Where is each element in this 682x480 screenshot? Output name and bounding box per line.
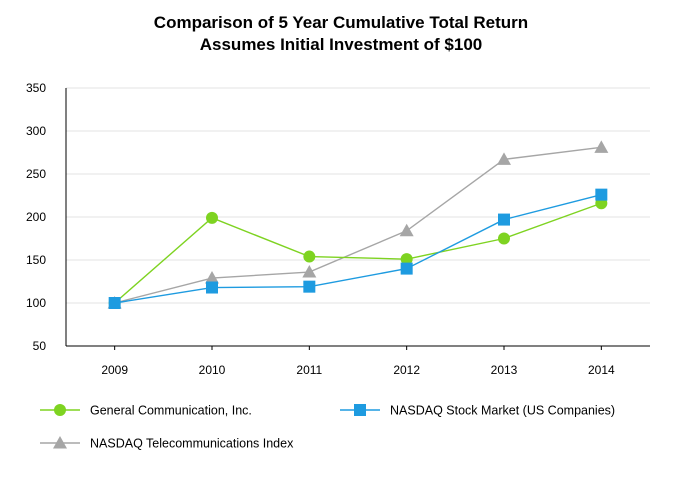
data-point [498,213,510,226]
legend-label: NASDAQ Stock Market (US Companies) [390,404,615,418]
data-point [302,265,317,278]
y-tick-label: 50 [33,339,47,353]
x-tick-labels: 2009 2010 2011 2012 2013 2014 [101,363,615,377]
data-point [303,250,316,263]
data-point [303,280,316,293]
y-tick-label: 250 [26,167,46,181]
data-point [497,152,511,165]
data-point [108,297,121,309]
legend: General Communication, Inc. NASDAQ Stock … [40,404,615,451]
data-point [400,262,413,275]
x-tick-label: 2011 [296,363,322,377]
series-group [107,140,609,309]
legend-marker [53,436,67,449]
data-point [399,223,414,237]
y-tick-label: 300 [26,124,46,138]
chart-title: Comparison of 5 Year Cumulative Total Re… [153,13,529,32]
legend-label: General Communication, Inc. [90,404,252,418]
y-tick-labels: 50 100 150 200 250 300 350 [26,81,46,353]
y-tick-label: 150 [26,253,46,267]
series-line [114,146,602,304]
axes [65,88,650,350]
data-point [205,271,219,284]
series-line [114,193,602,304]
data-point [498,232,510,245]
gridlines [66,87,650,304]
legend-label: NASDAQ Telecommunications Index [90,437,294,451]
x-tick-label: 2014 [588,363,615,377]
chart-title-block: Comparison of 5 Year Cumulative Total Re… [0,12,682,56]
y-tick-label: 100 [26,296,46,310]
series-square [108,188,608,309]
legend-item: NASDAQ Stock Market (US Companies) [340,404,615,418]
x-tick-label: 2012 [393,363,420,377]
data-point [206,281,218,294]
series-line [114,202,602,304]
data-point [595,188,608,201]
y-tick-label: 350 [26,81,46,95]
y-tick-label: 200 [26,210,46,224]
x-tick-label: 2013 [491,363,518,377]
x-tick-label: 2009 [101,363,128,377]
legend-marker [54,404,66,416]
legend-marker [354,404,366,416]
series-triangle [107,140,609,309]
legend-item: General Communication, Inc. [40,404,252,418]
data-point [206,211,218,224]
x-tick-label: 2010 [199,363,226,377]
legend-item: NASDAQ Telecommunications Index [40,436,294,451]
data-point [594,140,609,153]
chart-subtitle: Assumes Initial Investment of $100 [199,35,483,54]
data-point [400,253,413,266]
